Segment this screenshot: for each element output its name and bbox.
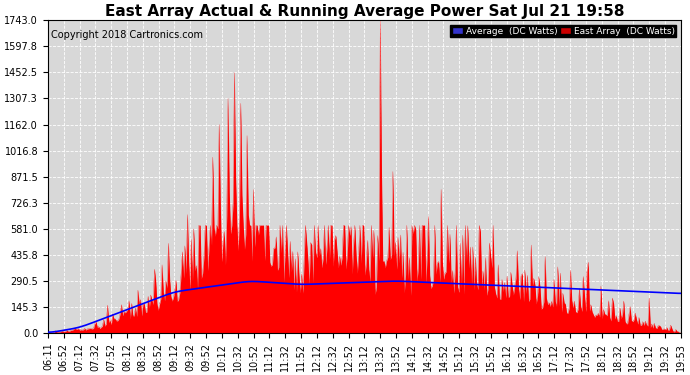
Legend: Average  (DC Watts), East Array  (DC Watts): Average (DC Watts), East Array (DC Watts… — [451, 25, 676, 38]
Title: East Array Actual & Running Average Power Sat Jul 21 19:58: East Array Actual & Running Average Powe… — [105, 4, 624, 19]
Text: Copyright 2018 Cartronics.com: Copyright 2018 Cartronics.com — [51, 30, 203, 40]
